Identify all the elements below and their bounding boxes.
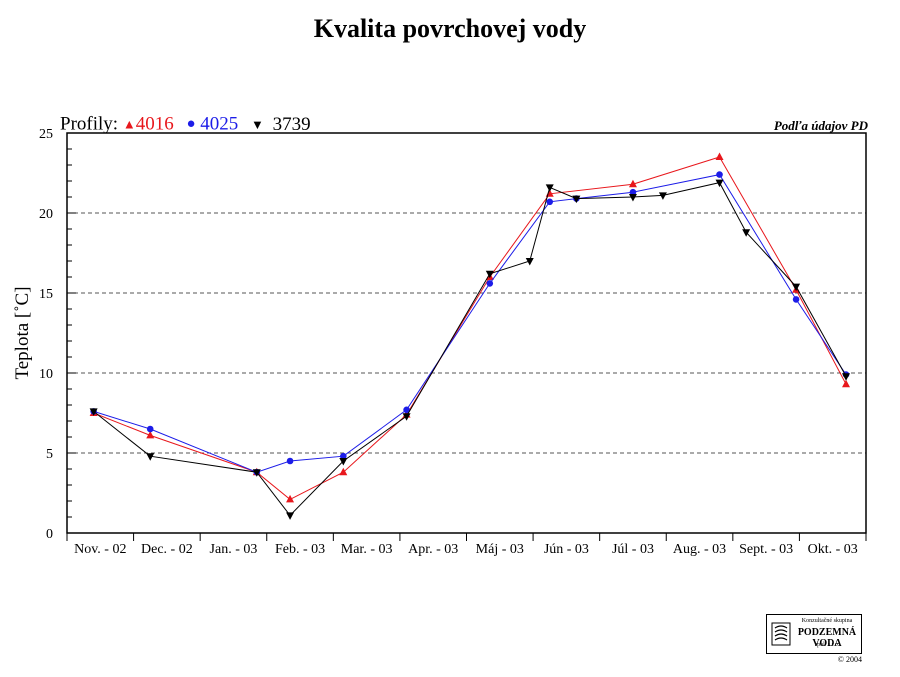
data-point-3739: [146, 453, 155, 461]
x-tick-label: Dec. - 02: [141, 542, 193, 557]
copyright: © 2004: [837, 655, 862, 664]
data-point-4025: [629, 188, 637, 196]
logo-main-text: PODZEMNÁ VODA: [797, 627, 857, 649]
y-tick-label: 5: [46, 447, 53, 462]
data-point-4025: [286, 457, 294, 465]
data-point-3739: [89, 408, 98, 416]
data-point-4016: [146, 430, 155, 439]
data-point-4025: [716, 171, 723, 178]
y-tick-label: 10: [39, 367, 53, 382]
data-point-4025: [546, 198, 554, 206]
data-point-4016: [339, 467, 348, 476]
data-point-4016: [715, 152, 724, 160]
x-tick-label: Mar. - 03: [341, 542, 393, 557]
y-tick-label: 15: [39, 287, 53, 302]
data-point-4016: [286, 494, 295, 503]
legend-label-4016: 4016: [135, 113, 174, 135]
legend: Profily: ▲4016 ● 4025 ▼ 3739: [60, 113, 311, 136]
data-point-3739: [658, 192, 667, 200]
data-point-3739: [402, 413, 411, 421]
y-tick-label: 0: [46, 527, 53, 542]
series-line-3739: [93, 182, 847, 517]
legend-marker-3739: ▼: [251, 116, 264, 132]
data-point-3739: [628, 194, 637, 202]
data-point-3739: [792, 283, 801, 292]
data-point-3739: [252, 469, 261, 477]
company-logo: Konzultačné skupina PODZEMNÁ VODA spol. …: [766, 614, 862, 654]
legend-marker-4016: ▲: [122, 116, 136, 132]
data-point-4025: [486, 280, 494, 287]
data-point-4025: [403, 406, 410, 414]
data-point-3739: [286, 512, 295, 520]
x-tick-label: Júl - 03: [612, 542, 654, 557]
logo-sub-text: spol. s r.o.: [814, 642, 840, 648]
legend-prefix: Profily:: [60, 113, 119, 135]
legend-marker-4025: ●: [186, 116, 196, 133]
data-point-3739: [572, 195, 581, 204]
y-tick-label: 20: [39, 207, 53, 222]
y-tick-label: 25: [39, 127, 53, 142]
data-point-3739: [842, 373, 851, 381]
data-point-3739: [339, 458, 348, 466]
data-point-4016: [628, 179, 637, 188]
data-point-4016: [842, 379, 851, 388]
x-tick-label: Sept. - 03: [739, 542, 793, 557]
x-tick-label: Apr. - 03: [408, 542, 458, 557]
x-tick-label: Nov. - 02: [74, 542, 126, 557]
data-point-3739: [742, 229, 751, 237]
data-point-4025: [340, 452, 347, 460]
x-tick-label: Okt. - 03: [808, 542, 858, 557]
x-tick-label: Máj - 03: [476, 542, 524, 557]
chart-title: Kvalita povrchovej vody: [313, 14, 587, 43]
data-point-4025: [792, 296, 800, 303]
x-tick-label: Jún - 03: [544, 542, 589, 557]
x-tick-label: Feb. - 03: [275, 542, 325, 557]
data-point-4025: [146, 425, 154, 433]
data-point-3739: [525, 258, 534, 266]
plot-frame: [66, 132, 867, 534]
legend-label-3739: 3739: [272, 113, 311, 135]
data-point-3739: [715, 179, 724, 188]
series-line-4025: [93, 174, 847, 473]
x-tick-label: Aug. - 03: [673, 542, 726, 557]
data-point-3739: [485, 270, 494, 279]
source-note: Podľa údajov PD: [773, 118, 868, 133]
legend-label-4025: 4025: [200, 113, 239, 135]
logo-mark-icon: [771, 622, 791, 646]
y-axis-label: Teplota [˚C]: [12, 286, 33, 379]
logo-top-text: Konzultačné skupina: [801, 618, 853, 624]
data-point-3739: [545, 184, 554, 192]
x-tick-label: Jan. - 03: [210, 542, 258, 557]
